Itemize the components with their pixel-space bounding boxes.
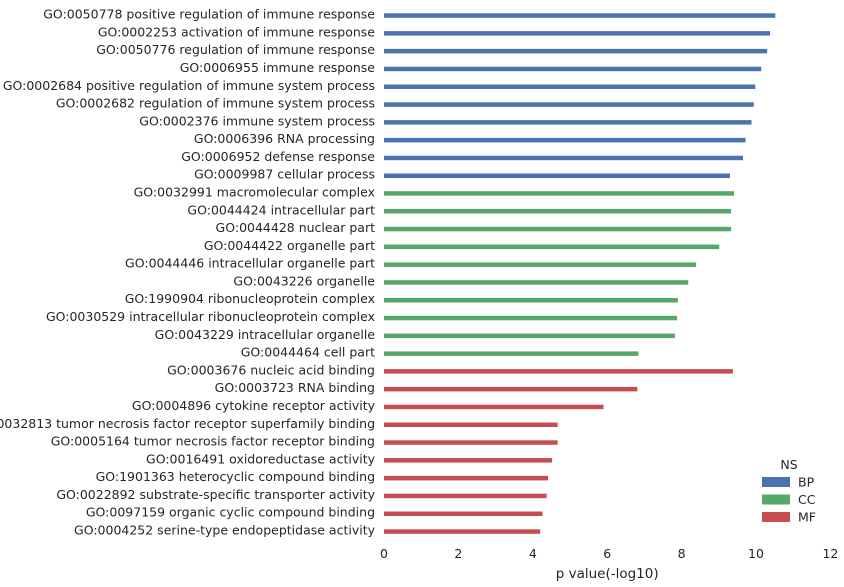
x-tick-label: 0 [380, 546, 388, 561]
category-labels: GO:0050778 positive regulation of immune… [0, 7, 376, 538]
bar-bp-5 [384, 102, 754, 107]
bar-mf-27 [384, 493, 547, 499]
category-label: GO:0050776 regulation of immune response [96, 42, 375, 57]
category-label: GO:0004252 serine-type endopeptidase act… [74, 523, 376, 538]
category-label: GO:0044428 nuclear part [216, 220, 376, 235]
legend-label-bp: BP [798, 475, 815, 490]
bar-bp-4 [384, 84, 756, 89]
bar-cc-13 [384, 244, 720, 250]
bar-mf-26 [384, 475, 549, 481]
category-label: GO:0044446 intracellular organelle part [125, 256, 375, 271]
legend-swatch-bp [762, 477, 790, 487]
category-label: GO:0009987 cellular process [194, 167, 375, 182]
bar-mf-20 [384, 369, 733, 374]
category-label: GO:0032991 macromolecular complex [134, 185, 375, 200]
category-label: GO:0002682 regulation of immune system p… [56, 96, 375, 111]
category-label: GO:0032813 tumor necrosis factor recepto… [0, 416, 375, 431]
category-label: GO:0002253 activation of immune response [98, 24, 375, 39]
legend-swatch-cc [762, 494, 790, 505]
category-label: GO:0016491 oxidoreductase activity [146, 451, 376, 466]
bar-cc-10 [384, 191, 735, 196]
x-tick-label: 6 [603, 546, 611, 561]
bar-mf-24 [384, 440, 558, 445]
bar-cc-17 [384, 315, 678, 321]
category-label: GO:0006396 RNA processing [194, 131, 375, 146]
legend-label-cc: CC [798, 492, 816, 507]
bar-mf-22 [384, 404, 604, 410]
category-label: GO:0044464 cell part [241, 345, 375, 360]
bar-bp-7 [384, 137, 746, 143]
x-tick-label: 10 [748, 546, 764, 561]
bar-bp-3 [384, 66, 762, 72]
bar-cc-18 [384, 333, 675, 339]
category-label: GO:0044422 organelle part [204, 238, 375, 253]
bar-bp-0 [384, 13, 776, 18]
bar-mf-25 [384, 458, 553, 463]
bar-bp-8 [384, 155, 743, 161]
category-label: GO:0003723 RNA binding [215, 380, 375, 395]
category-label: GO:0002684 positive regulation of immune… [3, 78, 375, 93]
category-label: GO:0004896 cytokine receptor activity [132, 398, 376, 413]
legend-swatch-mf [762, 512, 790, 522]
bar-cc-16 [384, 298, 678, 303]
bar-bp-1 [384, 31, 771, 36]
x-tick-label: 8 [678, 546, 686, 561]
category-label: GO:0006952 defense response [181, 149, 375, 164]
bar-mf-28 [384, 511, 543, 516]
bar-mf-29 [384, 529, 541, 534]
category-label: GO:0030529 intracellular ribonucleoprote… [46, 309, 375, 324]
category-label: GO:0006955 immune response [180, 60, 376, 75]
category-label: GO:0097159 organic cyclic compound bindi… [86, 505, 375, 520]
category-label: GO:0022892 substrate-specific transporte… [56, 487, 375, 502]
category-label: GO:1990904 ribonucleoprotein complex [125, 291, 375, 306]
legend-title: NS [780, 457, 797, 472]
x-tick-label: 2 [454, 546, 462, 561]
bar-cc-12 [384, 226, 732, 232]
legend-label-mf: MF [798, 510, 816, 525]
x-axis-title: p value(-log10) [556, 566, 659, 582]
bar-cc-11 [384, 209, 732, 214]
category-label: GO:0043229 intracellular organelle [155, 327, 376, 342]
category-label: GO:0043226 organelle [233, 273, 375, 288]
bar-cc-19 [384, 351, 639, 356]
x-tick-label: 4 [529, 546, 537, 561]
category-label: GO:1901363 heterocyclic compound binding [96, 469, 375, 484]
bar-mf-23 [384, 422, 558, 427]
category-label: GO:0005164 tumor necrosis factor recepto… [51, 434, 375, 449]
bar-cc-15 [384, 280, 689, 285]
bar-bp-9 [384, 173, 730, 178]
bar-bp-2 [384, 48, 768, 54]
x-axis: 0 2 4 6 8 10 12 [380, 546, 838, 561]
x-tick-label: 12 [822, 546, 838, 561]
bar-mf-21 [384, 386, 638, 392]
bar-cc-14 [384, 262, 697, 267]
bars-layer [384, 13, 776, 534]
bar-bp-6 [384, 120, 752, 125]
category-label: GO:0050778 positive regulation of immune… [43, 7, 375, 22]
category-label: GO:0002376 immune system process [139, 113, 375, 128]
legend: NS BP CC MF [762, 457, 816, 525]
category-label: GO:0044424 intracellular part [187, 202, 375, 217]
category-label: GO:0003676 nucleic acid binding [167, 362, 375, 377]
